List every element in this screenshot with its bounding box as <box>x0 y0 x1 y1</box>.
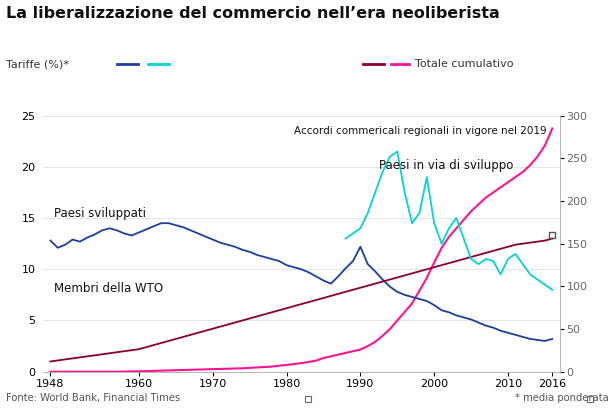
Text: Paesi in via di sviluppo: Paesi in via di sviluppo <box>379 159 513 172</box>
Text: Tariffe (%)*: Tariffe (%)* <box>6 59 69 69</box>
Text: Paesi sviluppati: Paesi sviluppati <box>54 207 146 220</box>
Text: La liberalizzazione del commercio nell’era neoliberista: La liberalizzazione del commercio nell’e… <box>6 6 500 21</box>
Text: Accordi commericali regionali in vigore nel 2019: Accordi commericali regionali in vigore … <box>294 126 547 136</box>
Text: Fonte: World Bank, Financial Times: Fonte: World Bank, Financial Times <box>6 393 180 403</box>
Text: * media ponderata: * media ponderata <box>515 393 609 403</box>
Text: Totale cumulativo: Totale cumulativo <box>415 59 514 69</box>
Text: Membri della WTO: Membri della WTO <box>54 282 163 295</box>
